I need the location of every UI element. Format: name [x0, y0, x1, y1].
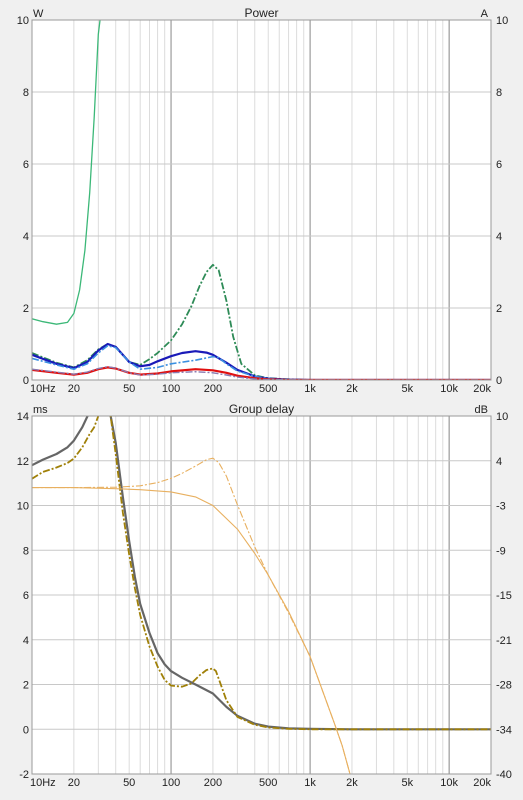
y-left-tick-label: 6 — [23, 159, 29, 171]
x-tick-label: 1k — [304, 383, 316, 395]
x-tick-label: 20 — [68, 777, 80, 789]
x-tick-label: 2k — [346, 383, 358, 395]
group-delay-series-line-4 — [32, 457, 351, 774]
y-left-tick-label: 6 — [23, 590, 29, 602]
power-left-axis-unit: W — [33, 8, 44, 20]
group-delay-series-line-1 — [32, 416, 491, 731]
y-right-tick-label: -15 — [496, 590, 512, 602]
x-tick-label: 50 — [123, 383, 135, 395]
x-tick-label: 500 — [259, 383, 277, 395]
y-right-tick-label: -40 — [496, 769, 512, 781]
y-left-tick-label: 14 — [17, 411, 29, 423]
group-delay-x-tick-labels: 10Hz 20 50 100 200 500 1k 2k 5k 10k 20k — [30, 777, 491, 789]
y-right-tick-label: 6 — [496, 159, 502, 171]
power-right-tick-labels: 0 2 4 6 8 10 — [496, 15, 508, 387]
x-tick-label: 5k — [401, 383, 413, 395]
x-tick-label: 20 — [68, 383, 80, 395]
y-right-tick-label: 4 — [496, 231, 502, 243]
x-tick-label: 10Hz — [30, 383, 56, 395]
y-right-tick-label: -28 — [496, 680, 512, 692]
y-right-tick-label: 10 — [496, 15, 508, 27]
y-left-tick-label: 8 — [23, 545, 29, 557]
group-delay-left-axis-unit: ms — [33, 404, 48, 416]
y-left-tick-label: 12 — [17, 456, 29, 468]
y-right-tick-label: -3 — [496, 501, 506, 513]
y-left-tick-label: 0 — [23, 375, 29, 387]
x-tick-label: 200 — [204, 383, 222, 395]
x-tick-label: 50 — [123, 777, 135, 789]
y-right-tick-label: 2 — [496, 303, 502, 315]
x-tick-label: 20k — [473, 777, 491, 789]
y-right-tick-label: 10 — [496, 411, 508, 423]
y-right-tick-label: -9 — [496, 545, 506, 557]
y-left-tick-label: 4 — [23, 635, 29, 647]
power-series — [32, 20, 491, 380]
power-series-line-6 — [32, 366, 491, 380]
x-tick-label: 100 — [162, 777, 180, 789]
power-left-tick-labels: 0 2 4 6 8 10 — [17, 15, 29, 387]
x-tick-label: 5k — [401, 777, 413, 789]
x-tick-label: 10k — [440, 777, 458, 789]
y-right-tick-label: -34 — [496, 724, 512, 736]
y-left-tick-label: 2 — [23, 680, 29, 692]
group-delay-right-tick-labels: 10 4 -3 -9 -15 -21 -28 -34 -40 — [496, 411, 512, 781]
x-tick-label: 200 — [204, 777, 222, 789]
y-right-tick-label: -21 — [496, 635, 512, 647]
x-tick-label: 20k — [473, 383, 491, 395]
y-left-tick-label: 2 — [23, 303, 29, 315]
power-chart-title: Power — [244, 6, 278, 20]
group-delay-left-tick-labels: -2 0 2 4 6 8 10 12 14 — [17, 411, 29, 781]
power-chart-panel: Power W A 10Hz 20 50 100 200 500 1k 2k 5k 10k 20k … — [17, 6, 509, 395]
power-plot-area — [32, 20, 491, 380]
y-left-tick-label: -2 — [19, 769, 29, 781]
group-delay-series — [32, 416, 491, 774]
y-right-tick-label: 0 — [496, 375, 502, 387]
group-delay-chart-title: Group delay — [229, 402, 294, 416]
power-series-line-1 — [32, 20, 101, 325]
y-left-tick-label: 4 — [23, 231, 29, 243]
y-left-tick-label: 8 — [23, 87, 29, 99]
x-tick-label: 10Hz — [30, 777, 56, 789]
y-left-tick-label: 10 — [17, 501, 29, 513]
group-delay-chart-panel: Group delay ms dB 10Hz 20 50 100 200 500 1k 2k 5… — [17, 402, 512, 789]
y-right-tick-label: 8 — [496, 87, 502, 99]
y-left-tick-label: 10 — [17, 15, 29, 27]
y-left-tick-label: 0 — [23, 724, 29, 736]
group-delay-plot-border — [31, 415, 492, 775]
power-right-axis-unit: A — [481, 8, 489, 20]
x-tick-label: 1k — [304, 777, 316, 789]
y-right-tick-label: 4 — [496, 456, 502, 468]
x-tick-label: 100 — [162, 383, 180, 395]
x-tick-label: 500 — [259, 777, 277, 789]
x-tick-label: 10k — [440, 383, 458, 395]
group-delay-right-axis-unit: dB — [475, 404, 488, 416]
x-tick-label: 2k — [346, 777, 358, 789]
group-delay-series-line-2 — [32, 416, 491, 731]
power-x-tick-labels: 10Hz 20 50 100 200 500 1k 2k 5k 10k 20k — [30, 383, 491, 395]
power-plot-border — [31, 19, 492, 381]
